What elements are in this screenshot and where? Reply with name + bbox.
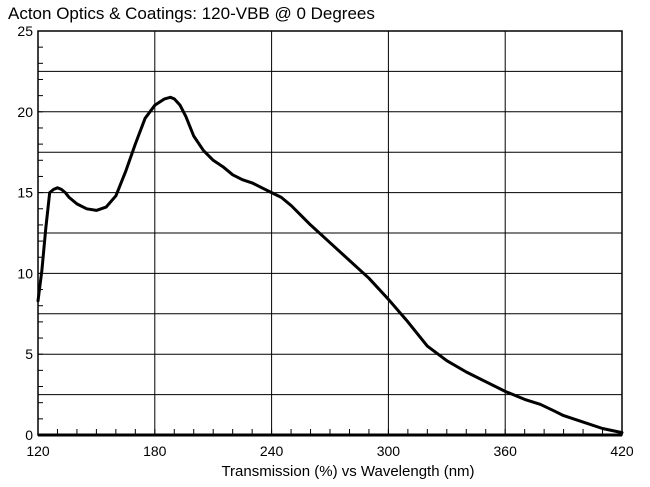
y-tick-label-5: 5	[25, 346, 33, 362]
y-tick-label-15: 15	[17, 185, 33, 201]
y-tick-labels: 0 5 10 15 20 25	[17, 23, 33, 443]
x-tick-label-300: 300	[377, 443, 401, 459]
y-tick-label-10: 10	[17, 265, 33, 281]
chart-title: Acton Optics & Coatings: 120-VBB @ 0 Deg…	[8, 4, 375, 23]
y-tick-label-0: 0	[25, 427, 33, 443]
x-tick-label-360: 360	[494, 443, 518, 459]
x-tick-label-120: 120	[26, 443, 50, 459]
x-tick-label-180: 180	[143, 443, 167, 459]
x-tick-label-240: 240	[260, 443, 284, 459]
x-tick-label-420: 420	[610, 443, 634, 459]
y-tick-label-25: 25	[17, 23, 33, 39]
x-tick-labels: 120 180 240 300 360 420	[26, 443, 634, 459]
grid	[37, 30, 623, 436]
y-tick-label-20: 20	[17, 104, 33, 120]
x-axis-label: Transmission (%) vs Wavelength (nm)	[221, 463, 474, 480]
transmission-line	[36, 95, 624, 435]
